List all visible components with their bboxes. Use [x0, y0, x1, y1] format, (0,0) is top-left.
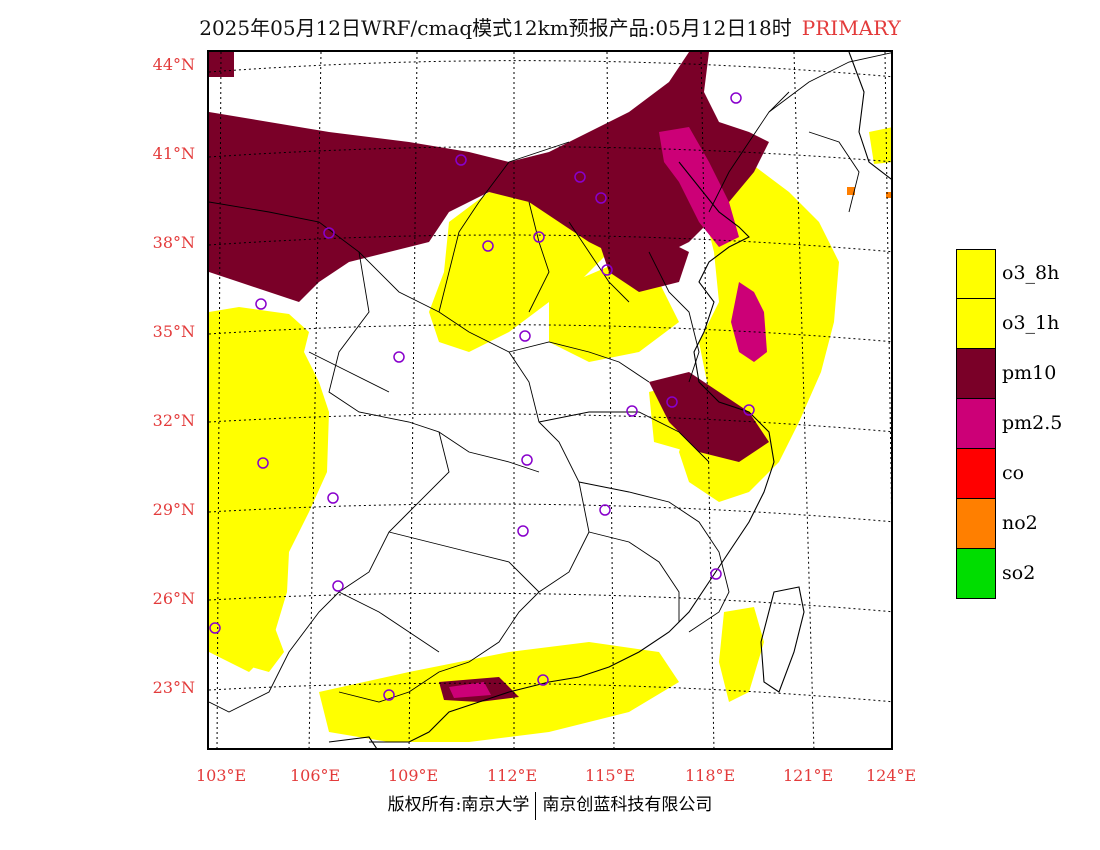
- meridian-109e: [408, 52, 418, 748]
- ozone-region-korea: [869, 127, 891, 164]
- city-marker: [537, 674, 549, 686]
- lon-label: 121°E: [783, 766, 834, 785]
- hainan-outline: [328, 736, 377, 748]
- legend-swatch: [956, 399, 996, 449]
- city-markers: [209, 92, 755, 701]
- pm25-region-yellow-sea: [731, 282, 767, 362]
- forecast-map: [207, 50, 893, 750]
- legend-swatch: [956, 499, 996, 549]
- parallel-32n: [209, 413, 891, 433]
- lon-label: 112°E: [487, 766, 538, 785]
- lat-label: 35°N: [152, 322, 195, 341]
- map-title: 2025年05月12日WRF/cmaq模式12km预报产品:05月12日18时 P…: [0, 12, 1100, 41]
- ozone-region-west: [209, 307, 329, 672]
- legend-swatch: [956, 349, 996, 399]
- city-marker: [743, 404, 755, 416]
- lon-label: 106°E: [290, 766, 341, 785]
- graticule: [209, 52, 891, 748]
- ozone-region-north: [429, 192, 609, 352]
- lon-label: 118°E: [685, 766, 736, 785]
- city-marker: [666, 396, 678, 408]
- pm10-region-anhui: [649, 372, 769, 462]
- legend-label: no2: [1002, 512, 1038, 534]
- city-marker: [257, 457, 269, 469]
- coastline-east: [369, 161, 775, 743]
- city-marker: [601, 264, 613, 276]
- city-marker: [482, 240, 494, 252]
- parallel-41n: [209, 146, 891, 163]
- korea-coast: [848, 52, 891, 180]
- city-marker: [519, 330, 531, 342]
- pm25-region-gx: [449, 682, 491, 698]
- legend-swatch: [956, 549, 996, 599]
- pm10-region-hebei: [599, 232, 689, 292]
- lon-label: 124°E: [866, 766, 917, 785]
- legend-label: co: [1002, 462, 1025, 484]
- lat-label: 26°N: [152, 589, 195, 608]
- title-text: 2025年05月12日WRF/cmaq模式12km预报产品:05月12日18时: [199, 16, 792, 40]
- city-marker: [730, 92, 742, 104]
- city-marker: [393, 351, 405, 363]
- parallel-44n: [209, 60, 891, 78]
- legend-label: pm10: [1002, 362, 1057, 384]
- primary-tag: PRIMARY: [801, 16, 901, 40]
- lat-label: 44°N: [152, 55, 195, 74]
- city-marker: [327, 492, 339, 504]
- city-marker: [383, 689, 395, 701]
- city-marker: [332, 580, 344, 592]
- lat-label: 38°N: [152, 233, 195, 252]
- map-canvas: [209, 52, 891, 748]
- city-marker: [710, 568, 722, 580]
- city-marker: [533, 231, 545, 243]
- city-marker: [599, 504, 611, 516]
- lon-label: 109°E: [388, 766, 439, 785]
- copyright-footer: 版权所有:南京大学 南京创蓝科技有限公司: [0, 790, 1100, 820]
- coastline: [328, 52, 891, 748]
- city-marker: [517, 525, 529, 537]
- meridian-115e: [606, 52, 615, 748]
- copyright-right: 南京创蓝科技有限公司: [542, 795, 713, 815]
- meridian-121e: [793, 52, 815, 748]
- parallel-38n: [209, 234, 891, 253]
- parallel-29n: [209, 503, 891, 523]
- lat-label: 32°N: [152, 411, 195, 430]
- meridian-103e: [216, 52, 222, 748]
- lon-label: 115°E: [585, 766, 636, 785]
- city-marker: [521, 454, 533, 466]
- parallel-35n: [209, 324, 891, 343]
- meridian-118e: [700, 52, 715, 748]
- legend-swatch: [956, 299, 996, 349]
- copyright-left: 版权所有:南京大学: [387, 795, 530, 815]
- no2-spot: [886, 192, 891, 198]
- parallel-23n: [209, 682, 891, 703]
- legend-label: o3_1h: [1002, 312, 1060, 334]
- city-marker: [455, 154, 467, 166]
- ozone-region-taiwan: [719, 607, 764, 702]
- city-marker: [595, 192, 607, 204]
- no2-spot: [847, 187, 855, 195]
- city-marker: [574, 171, 586, 183]
- city-marker: [323, 227, 335, 239]
- lat-label: 41°N: [152, 144, 195, 163]
- meridian-124e: [884, 52, 891, 508]
- legend-swatch: [956, 249, 996, 299]
- city-marker: [626, 405, 638, 417]
- legend-label: so2: [1002, 562, 1036, 584]
- ozone-region-sw: [229, 612, 284, 672]
- legend-swatch: [956, 449, 996, 499]
- legend-label: pm2.5: [1002, 412, 1063, 434]
- lat-label: 23°N: [152, 678, 195, 697]
- meridian-106e: [308, 52, 322, 748]
- parallel-26n: [209, 592, 891, 613]
- taiwan-outline: [760, 586, 805, 693]
- city-marker: [209, 622, 221, 634]
- city-marker: [255, 298, 267, 310]
- footer-separator: [535, 791, 537, 820]
- legend-label: o3_8h: [1002, 262, 1060, 284]
- lat-label: 29°N: [152, 500, 195, 519]
- lon-label: 103°E: [196, 766, 247, 785]
- pm10-region-nw-corner: [209, 52, 234, 77]
